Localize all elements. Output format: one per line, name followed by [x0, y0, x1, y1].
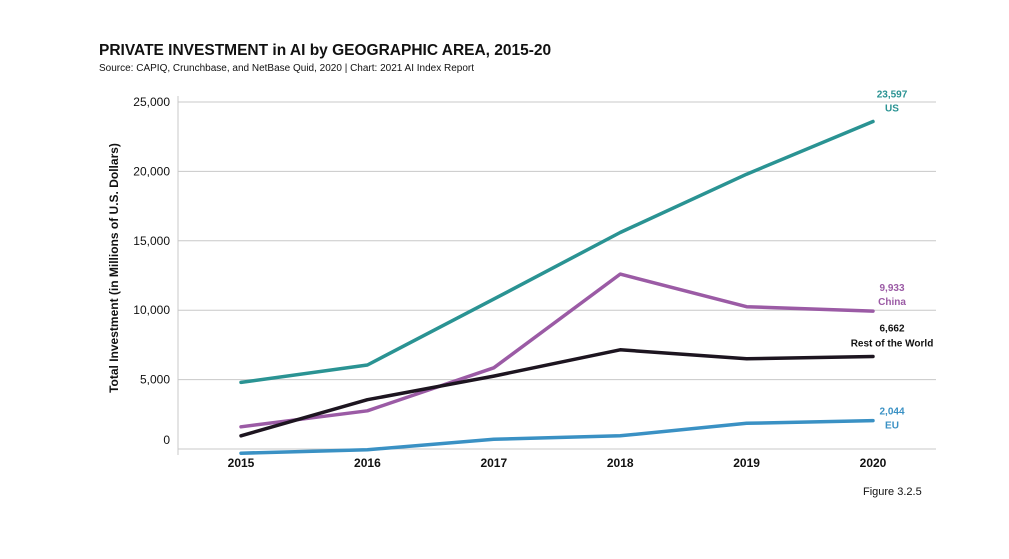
series-line-rest-of-the-world — [239, 348, 875, 438]
series-line-china — [239, 272, 875, 429]
series-name-label: Rest of the World — [851, 339, 934, 350]
x-tick-label: 2018 — [607, 456, 634, 470]
y-tick-label: 15,000 — [133, 234, 170, 248]
end-value-label: 2,044 — [879, 407, 904, 418]
y-tick-label: 10,000 — [133, 303, 170, 317]
end-value-label: 6,662 — [879, 324, 904, 335]
series-line-eu — [239, 418, 875, 455]
series-line-us — [239, 119, 875, 385]
figure-label: Figure 3.2.5 — [863, 486, 922, 498]
series-lines — [239, 119, 875, 455]
end-value-label: 23,597 — [877, 89, 908, 100]
series-name-label: China — [878, 297, 906, 308]
series-name-label: US — [885, 103, 899, 114]
y-axis-label: Total Investment (in Millions of U.S. Do… — [107, 143, 121, 393]
y-tick-label: 0 — [163, 433, 170, 447]
x-tick-label: 2016 — [354, 456, 381, 470]
x-tick-label: 2020 — [860, 456, 887, 470]
y-tick-label: 25,000 — [133, 95, 170, 109]
series-name-label: EU — [885, 421, 899, 432]
y-tick-label: 20,000 — [133, 164, 170, 178]
x-tick-label: 2019 — [733, 456, 760, 470]
y-tick-label: 5,000 — [140, 373, 170, 387]
chart-source: Source: CAPIQ, Crunchbase, and NetBase Q… — [99, 63, 475, 74]
x-tick-label: 2017 — [480, 456, 507, 470]
y-axis-ticks: 0 5,000 10,000 15,000 20,000 25,000 — [133, 95, 170, 447]
x-tick-label: 2015 — [228, 456, 255, 470]
gridlines — [177, 96, 936, 455]
end-labels: 23,597 US 9,933 China 6,662 Rest of the World… — [851, 89, 934, 431]
x-axis-ticks: 2015 2016 2017 2018 2019 2020 — [228, 456, 887, 470]
chart-title: PRIVATE INVESTMENT in AI by GEOGRAPHIC A… — [99, 42, 552, 59]
end-value-label: 9,933 — [879, 283, 904, 294]
